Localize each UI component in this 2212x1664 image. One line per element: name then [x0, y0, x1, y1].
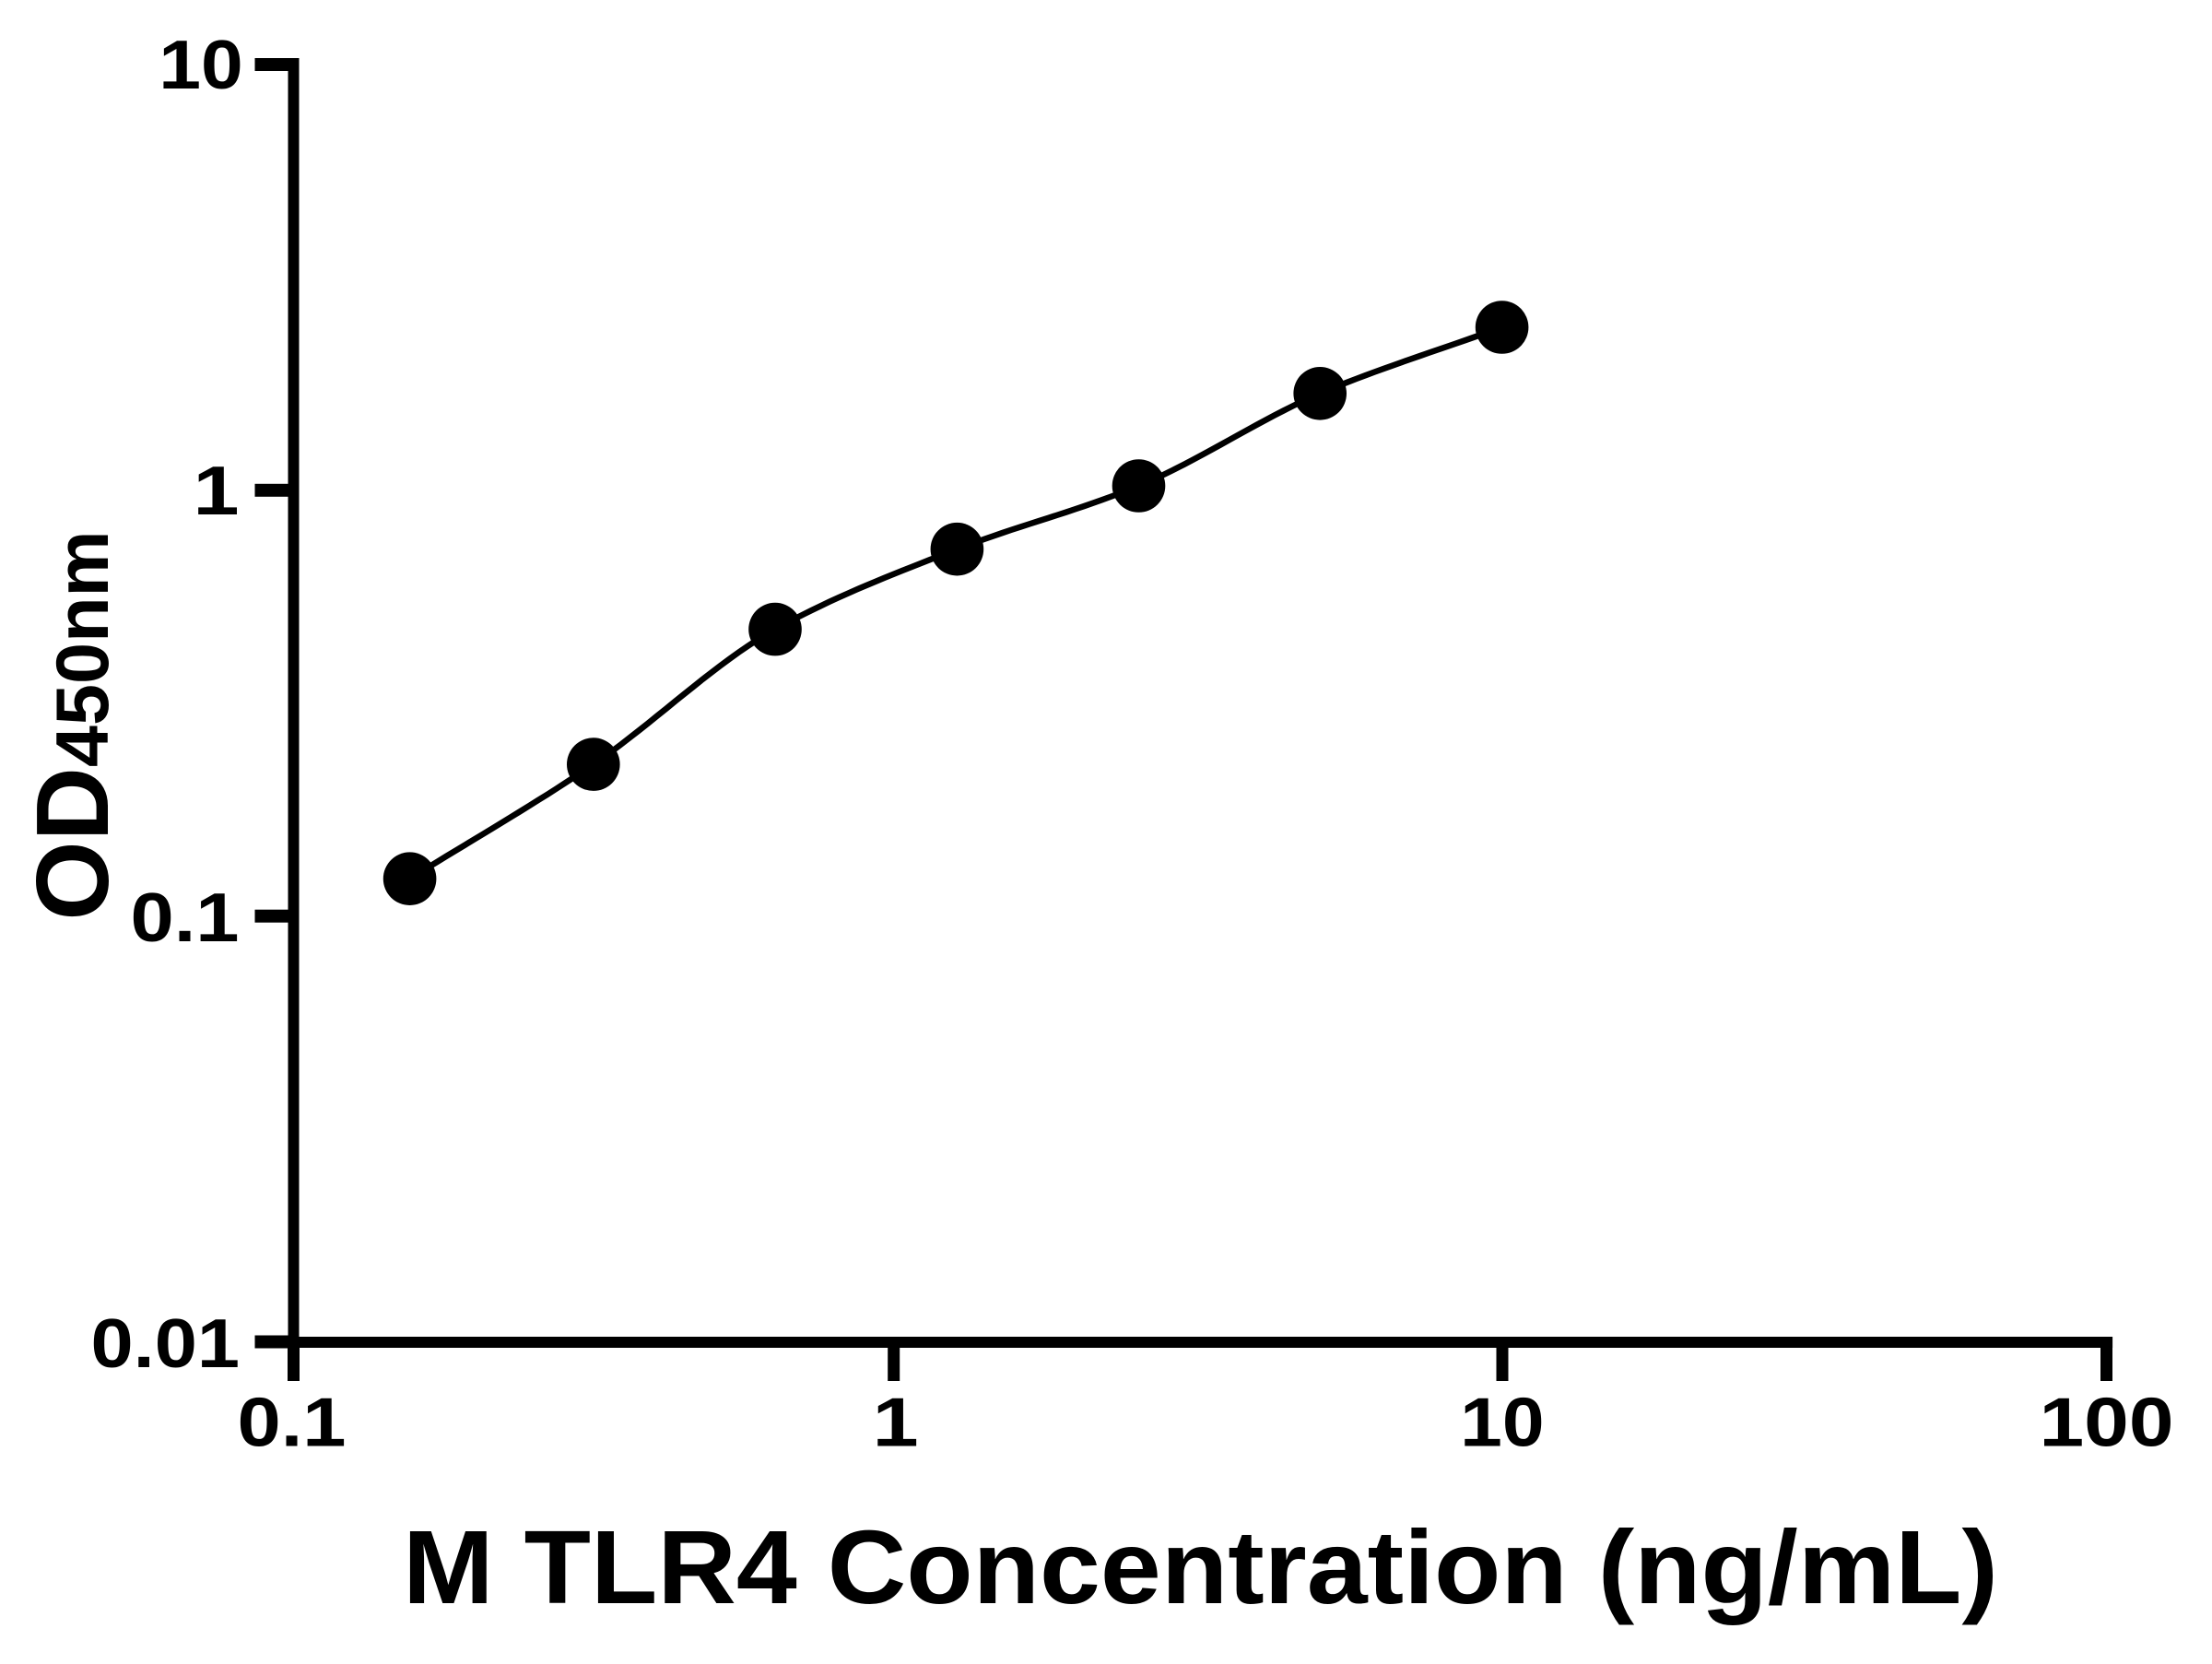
- svg-text:0.01: 0.01: [91, 1304, 241, 1382]
- svg-text:M TLR4 Concentration (ng/mL): M TLR4 Concentration (ng/mL): [403, 1509, 1998, 1625]
- svg-text:0.1: 0.1: [131, 879, 240, 956]
- svg-text:0.1: 0.1: [238, 1384, 347, 1461]
- svg-text:10: 10: [159, 26, 243, 103]
- svg-text:OD450nm: OD450nm: [16, 530, 130, 920]
- svg-text:1: 1: [194, 452, 240, 529]
- svg-text:1: 1: [873, 1384, 919, 1461]
- svg-text:100: 100: [2040, 1384, 2174, 1461]
- svg-text:10: 10: [1460, 1384, 1545, 1461]
